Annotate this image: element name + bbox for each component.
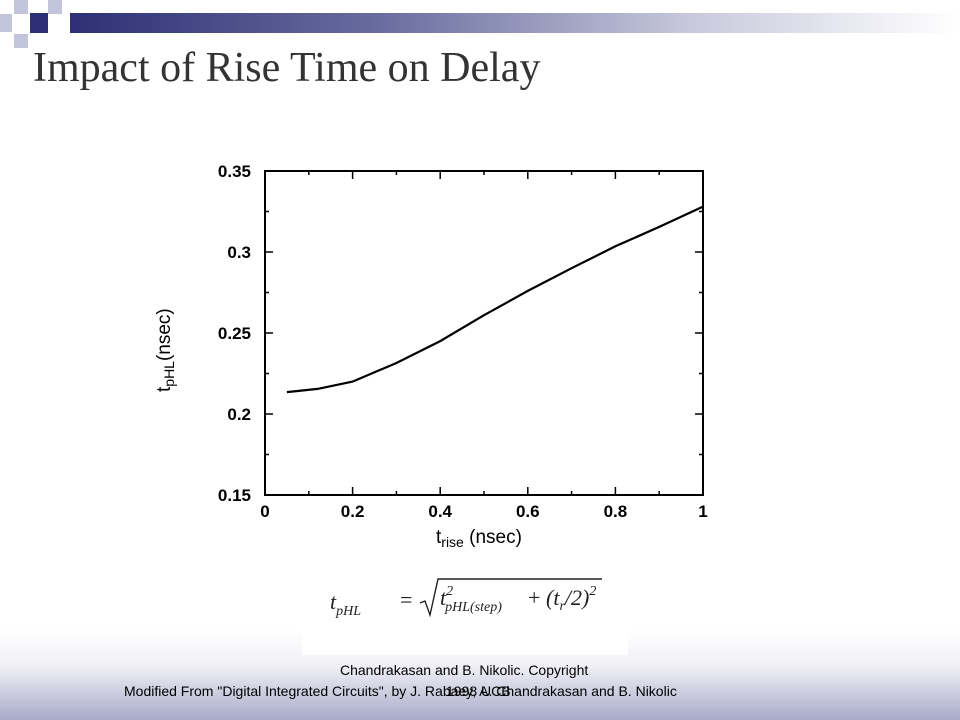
x-tick-label: 1 (698, 502, 707, 521)
x-tick-label: 0.2 (341, 502, 365, 521)
formula-box: tpHL = t2 pHL(step) + (tr/2)2 (302, 575, 628, 655)
series-line-tphl (286, 205, 704, 394)
formula-plus: + (528, 585, 540, 610)
top-decoration (0, 0, 960, 48)
y-tick-label: 0.25 (218, 324, 251, 343)
y-axis-ticks (265, 170, 703, 496)
sqrt-sign (419, 578, 602, 618)
x-axis-ticks (264, 171, 704, 495)
deco-square (14, 0, 28, 14)
y-axis-label: tpHL(nsec) (154, 308, 177, 392)
x-tick-label: 0 (260, 502, 269, 521)
footer-copyright-line: Chandrakasan and B. Nikolic. Copyright (340, 662, 589, 678)
deco-square (14, 34, 28, 48)
formula-lhs: tpHL (330, 589, 361, 619)
x-tick-label: 0.6 (516, 502, 540, 521)
x-tick-label: 0.4 (428, 502, 452, 521)
formula-equals: = (400, 587, 412, 612)
footer-source-line: Modified From "Digital Integrated Circui… (124, 683, 677, 699)
x-axis-tick-labels: 0 0.2 0.4 0.6 0.8 1 (260, 502, 707, 521)
slide-title: Impact of Rise Time on Delay (33, 45, 541, 91)
y-tick-label: 0.15 (218, 486, 251, 505)
x-axis-label: trise (nsec) (436, 527, 522, 550)
x-tick-label: 0.8 (604, 502, 628, 521)
formula-term1: t2 pHL(step) (440, 584, 502, 615)
y-tick-label: 0.35 (218, 162, 251, 181)
deco-square (48, 0, 62, 14)
footer-overlap-text: 1998 UCB (446, 683, 511, 699)
formula-term2: (tr/2)2 (546, 584, 596, 614)
y-tick-label: 0.2 (227, 405, 251, 424)
deco-square (30, 13, 48, 33)
y-tick-label: 0.3 (227, 243, 251, 262)
plot-frame (264, 170, 704, 496)
delay-formula: tpHL = t2 pHL(step) + (tr/2)2 (330, 578, 602, 619)
y-axis-tick-labels: 0.15 0.2 0.25 0.3 0.35 (218, 162, 251, 505)
title-gradient-bar (70, 13, 960, 33)
deco-square (0, 14, 12, 32)
